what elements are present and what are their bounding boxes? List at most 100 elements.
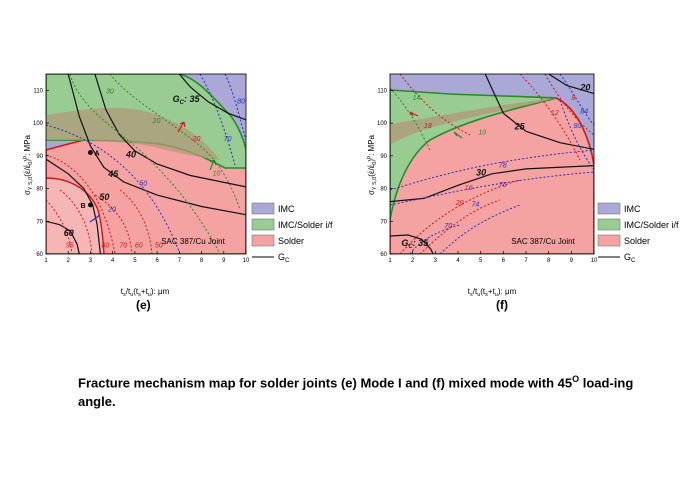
arrow-20b	[89, 214, 101, 223]
x-tick-label: 1	[388, 258, 392, 264]
dotted-label: 70	[444, 223, 452, 230]
dotted-label: 18	[424, 123, 432, 130]
x-tick-label: 3	[434, 258, 438, 264]
dotted-label: 80	[574, 123, 582, 130]
legend-swatch-0	[597, 202, 621, 215]
gc-label-20: 20	[579, 82, 590, 92]
arrow-10	[209, 159, 217, 171]
dotted-label: 80	[237, 98, 245, 105]
y-tick-label: 100	[33, 121, 44, 127]
legend-label-1: IMC/Solder i/f	[624, 220, 679, 230]
y-tick-label: 60	[380, 252, 387, 258]
contour-labels: GC: 35 40 45 50 60 30 20 20 10 70 80 50 20 95 80 70 60 50…	[64, 89, 245, 250]
panel-f-regions	[390, 74, 594, 254]
dotted-label: 80	[102, 242, 110, 249]
legend-swatch-0	[251, 202, 275, 215]
y-tick-label: 70	[36, 219, 43, 225]
x-tick-label: 4	[456, 258, 460, 264]
y-tick-label: 110	[377, 88, 387, 94]
point-B	[88, 202, 93, 208]
caption-degree: O	[572, 374, 580, 384]
legend-swatch-2	[251, 234, 275, 247]
dotted-label: 60	[135, 242, 143, 249]
y-axis-label: σY S,0(έ/έ0)p: MPa	[366, 134, 378, 195]
dotted-label: 76	[499, 182, 507, 189]
x-tick-label: 5	[133, 258, 137, 264]
y-tick-label: 90	[36, 154, 43, 160]
x-tick-label: 10	[591, 258, 598, 264]
x-tick-label: 6	[155, 258, 159, 264]
x-tick-label: 6	[502, 258, 506, 264]
y-tick-label: 70	[380, 219, 387, 225]
gc-label-50: 50	[99, 192, 109, 202]
dotted-label: 20	[152, 118, 161, 125]
y-tick-label: 60	[36, 252, 43, 258]
gc-contour-25	[484, 74, 594, 150]
x-tick-label: 2	[67, 258, 71, 264]
legend: IMC IMC/Solder i/f Solder GC	[251, 202, 333, 264]
x-tick-label: 7	[524, 258, 528, 264]
point-label-B: B	[80, 203, 85, 210]
x-tick-label: 9	[570, 258, 574, 264]
gc-label-35: GC: 35	[173, 94, 201, 106]
legend-swatch-2	[597, 234, 621, 247]
plot-frame	[45, 73, 247, 255]
dotted-label: 70	[224, 136, 232, 143]
y-tick-label: 100	[377, 121, 388, 127]
point-label-A: A	[94, 151, 99, 158]
dotted-label: 16	[465, 185, 473, 192]
joint-label: SAC 387/Cu Joint	[511, 237, 575, 246]
dotted-contours	[46, 74, 246, 254]
gc-contour-45	[67, 74, 246, 216]
x-tick-label: 4	[111, 258, 115, 264]
x-axis-label: ts/tu(ts+tu): μm	[468, 287, 517, 298]
dotted-label: 14	[413, 95, 421, 102]
x-axis-label: ts/tu(ts+tu): μm	[121, 287, 170, 298]
caption-text: Fracture mechanism map for solder joints…	[78, 375, 573, 391]
dotted-contours	[390, 74, 594, 254]
dotted-label: 20	[107, 206, 116, 213]
x-tick-label: 9	[222, 258, 226, 264]
y-axis-label: σY S,0(έ/έ0)p: MPa	[22, 134, 34, 195]
panel-e-regions	[46, 74, 246, 254]
joint-label: SAC 387/Cu Joint	[161, 237, 225, 246]
panel-label-f: (f)	[496, 298, 508, 312]
legend-label-1: IMC/Solder i/f	[278, 220, 333, 230]
arrow-18	[409, 111, 419, 117]
x-tick-label: 3	[89, 258, 93, 264]
legend-label-0: IMC	[624, 204, 641, 214]
overlap-region	[390, 98, 556, 145]
gc-contour-20	[548, 74, 594, 95]
gc-contours	[46, 74, 246, 254]
dotted-label: 84	[580, 108, 588, 115]
x-tick-label: 7	[178, 258, 182, 264]
contour-labels: 20 25 30 GC: 35 14 8 84 18 12 80 10 78 76 16 20 74 70	[401, 82, 590, 249]
figure-caption: Fracture mechanism map for solder joints…	[78, 370, 648, 411]
arrow-10	[453, 131, 463, 139]
plot-frame	[389, 73, 595, 255]
dotted-label: 10	[478, 130, 486, 137]
dotted-label: 74	[472, 202, 480, 209]
point-A	[88, 150, 93, 155]
legend-label-0: IMC	[278, 204, 295, 214]
legend-swatch-1	[597, 218, 621, 231]
gc-label-35: GC: 35	[401, 238, 429, 250]
gc-contour-35	[390, 234, 434, 254]
y-tick-label: 80	[380, 187, 387, 193]
x-tick-label: 5	[479, 258, 483, 264]
dotted-label: 12	[551, 110, 559, 117]
x-tick-label: 10	[243, 258, 250, 264]
solder-core-region	[46, 177, 105, 254]
arrow-20	[177, 121, 186, 133]
legend: IMC IMC/Solder i/f Solder GC	[597, 202, 679, 264]
x-tick-label: 1	[44, 258, 48, 264]
gc-label-45: 45	[107, 169, 119, 179]
legend-label-2: Solder	[624, 236, 650, 246]
dotted-label: 30	[106, 89, 114, 96]
x-tick-label: 8	[200, 258, 204, 264]
